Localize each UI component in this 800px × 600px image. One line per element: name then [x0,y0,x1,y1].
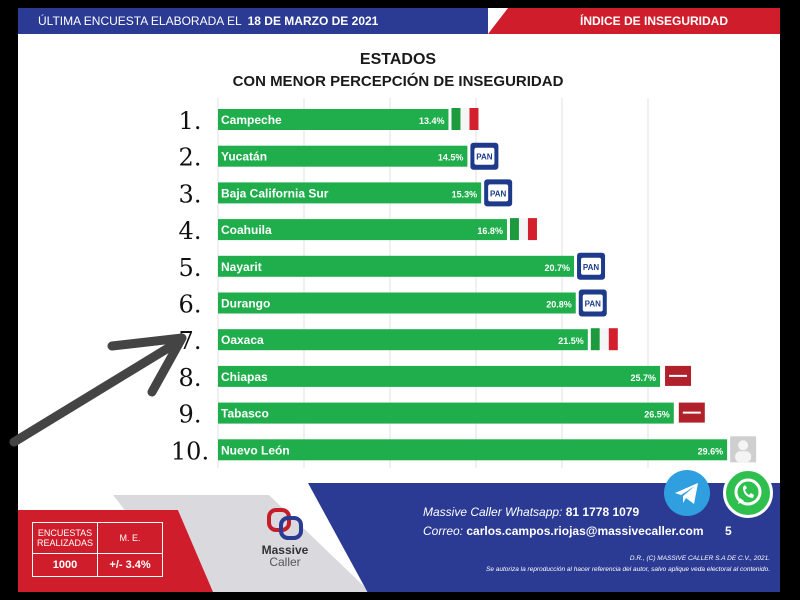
legal-line-1: D.R., (C) MASSIVE CALLER S.A DE C.V., 20… [629,555,770,562]
rank-label: 8. [179,364,202,392]
whatsapp-icon[interactable] [723,468,773,518]
pan-logo-text: PAN [476,153,493,162]
header-band: ÚLTIMA ENCUESTA ELABORADA EL 18 DE MARZO … [18,8,488,34]
bar-chart: 1. Campeche 13.4% 2. Yucatán 14.5% PAN 3. Baja C… [171,98,757,468]
logo-mark-icon [267,508,303,540]
pan-logo-inner [474,147,495,165]
survey-date: 18 DE MARZO DE 2021 [247,14,379,28]
stats-table: ENCUESTAS REALIZADAS M. E. 1000 +/- 3.4% [31,522,164,577]
bar [218,402,674,424]
value-label: 25.7% [631,373,657,383]
pri-logo-icon [590,328,600,351]
pan-logo-text: PAN [585,300,602,309]
pan-logo-inner [581,257,602,275]
bar [218,145,468,167]
pri-logo-red [527,218,537,241]
whatsapp-contact: Massive Caller Whatsapp: 81 1778 1079 [423,505,639,519]
massive-caller-logo: Massive Caller [250,508,320,568]
value-label: 20.8% [546,300,572,310]
value-label: 21.5% [558,336,584,346]
value-label: 14.5% [438,153,464,163]
rank-label: 2. [179,144,202,172]
pri-logo-red [608,328,618,351]
email-address: carlos.campos.riojas@massivecaller.com [466,524,704,538]
rank-label: 1. [179,107,202,135]
chart-title: ESTADOS [359,51,437,68]
category-label: Coahuila [221,223,272,237]
logo-sub: Caller [269,555,301,569]
me-label: M. E. [97,522,164,554]
surveys-value: 1000 [31,553,99,577]
pri-logo-white [599,328,609,351]
rank-label: 5. [179,254,202,282]
pan-logo-text: PAN [583,263,600,272]
value-label: 13.4% [419,116,445,126]
email-label: Correo: [423,524,464,538]
category-label: Durango [221,297,270,311]
bar [218,219,507,241]
category-label: Baja California Sur [221,186,329,200]
email-contact: Correo: carlos.campos.riojas@massivecall… [423,524,704,538]
value-label: 26.5% [644,410,670,420]
infographic: ÚLTIMA ENCUESTA ELABORADA EL 18 DE MARZO … [18,8,780,592]
telegram-icon[interactable] [664,470,710,516]
category-label: Campeche [221,113,282,127]
index-label: ÍNDICE DE INSEGURIDAD [488,8,780,34]
rank-label: 10. [171,437,209,465]
pan-logo-inner [582,294,603,312]
category-label: Yucatán [221,150,267,164]
surveys-label: ENCUESTAS REALIZADAS [31,522,99,554]
bar [218,365,661,387]
value-label: 15.3% [452,189,478,199]
logo-name: Massive [261,543,309,557]
bar [218,439,728,461]
category-label: Nayarit [221,260,262,274]
pri-logo-white [460,108,470,130]
category-label: Oaxaca [221,333,264,347]
bar [218,329,588,351]
pri-logo-icon [509,218,519,241]
rank-label: 9. [179,401,202,429]
pan-logo-text: PAN [490,189,507,198]
pri-logo-white [518,218,528,241]
page-number: 5 [725,524,732,538]
portrait-head [738,440,749,451]
whatsapp-label: Massive Caller Whatsapp: [423,505,563,519]
rank-label: 6. [179,291,202,319]
legal-line-2: Se autoriza la reproducción al hacer ref… [485,566,770,573]
survey-label: ÚLTIMA ENCUESTA ELABORADA EL [38,14,242,28]
bar [218,255,575,277]
chart-subtitle: CON MENOR PERCEPCIÓN DE INSEGURIDAD [232,73,564,90]
bar [218,109,449,130]
bar [218,182,482,204]
me-value: +/- 3.4% [97,553,164,577]
pri-logo-icon [451,108,461,130]
rank-label: 3. [179,180,202,208]
category-label: Tabasco [221,407,269,421]
rank-label: 4. [179,217,202,245]
portrait-body [735,451,752,463]
category-label: Chiapas [221,370,268,384]
whatsapp-number: 81 1778 1079 [565,505,640,519]
value-label: 20.7% [545,263,571,273]
pan-logo-inner [488,184,509,202]
value-label: 16.8% [477,226,503,236]
pri-logo-red [469,108,479,130]
value-label: 29.6% [698,446,724,456]
bar [218,292,576,314]
category-label: Nuevo León [221,443,290,457]
